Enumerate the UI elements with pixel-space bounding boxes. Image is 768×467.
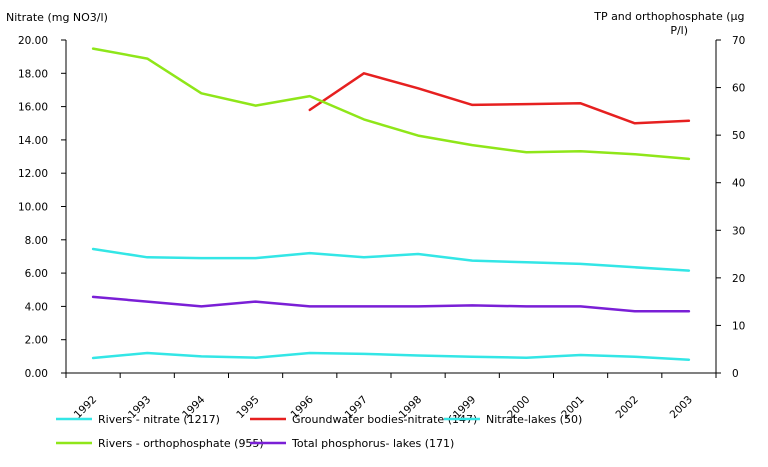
series-line-4: [91, 295, 691, 313]
y-tick-label-left: 2.00: [25, 335, 48, 347]
y-tick-label-left: 14.00: [18, 135, 48, 147]
legend-label-4: Total phosphorus- lakes (171): [291, 437, 454, 450]
series-line-2: [91, 351, 691, 361]
x-tick-label: 1992: [72, 394, 99, 421]
y-tick-label-left: 16.00: [18, 102, 48, 114]
legend-label-3: Rivers - orthophosphate (955): [98, 437, 264, 450]
series-line-1: [308, 72, 691, 125]
y-axis-title-left: Nitrate (mg NO3/l): [6, 11, 108, 24]
y-tick-label-right: 0: [732, 368, 739, 380]
y-tick-label-left: 10.00: [18, 202, 48, 214]
y-tick-label-left: 18.00: [18, 68, 48, 80]
series-line-3: [91, 47, 691, 161]
x-tick-label: 2003: [668, 394, 695, 421]
legend-label-2: Nitrate-lakes (50): [486, 413, 582, 426]
y-axis-title-right-line2: P/l): [670, 24, 688, 37]
y-axis-title-right-line1: TP and orthophosphate (µg: [593, 10, 744, 23]
y-tick-label-right: 30: [732, 225, 745, 237]
y-axis-title-right: TP and orthophosphate (µg P/l): [593, 10, 748, 37]
y-tick-label-left: 4.00: [25, 301, 48, 313]
y-tick-label-right: 10: [732, 320, 745, 332]
y-tick-label-left: 6.00: [25, 268, 48, 280]
y-tick-label-left: 12.00: [18, 168, 48, 180]
y-tick-label-right: 60: [732, 83, 745, 95]
y-tick-label-right: 70: [732, 35, 745, 47]
y-tick-label-left: 8.00: [25, 235, 48, 247]
axes: 0.00 2.00 4.00 6.00 8.00 10.00 12.00 14.00 16.00…: [18, 35, 745, 421]
y-tick-label-left: 0.00: [25, 368, 48, 380]
y-tick-label-left: 20.00: [18, 35, 48, 47]
series-layer: [91, 47, 691, 361]
legend-label-1: Groundwater bodies-nitrate (147): [292, 413, 477, 426]
y-tick-label-right: 50: [732, 130, 745, 142]
y-tick-label-right: 20: [732, 273, 745, 285]
y-tick-label-right: 40: [732, 178, 745, 190]
legend: Rivers - nitrate (1217) Groundwater bodie…: [56, 413, 582, 450]
x-tick-label: 1995: [234, 394, 261, 421]
x-tick-label: 2002: [613, 394, 640, 421]
series-line-0: [91, 247, 691, 272]
legend-label-0: Rivers - nitrate (1217): [98, 413, 220, 426]
